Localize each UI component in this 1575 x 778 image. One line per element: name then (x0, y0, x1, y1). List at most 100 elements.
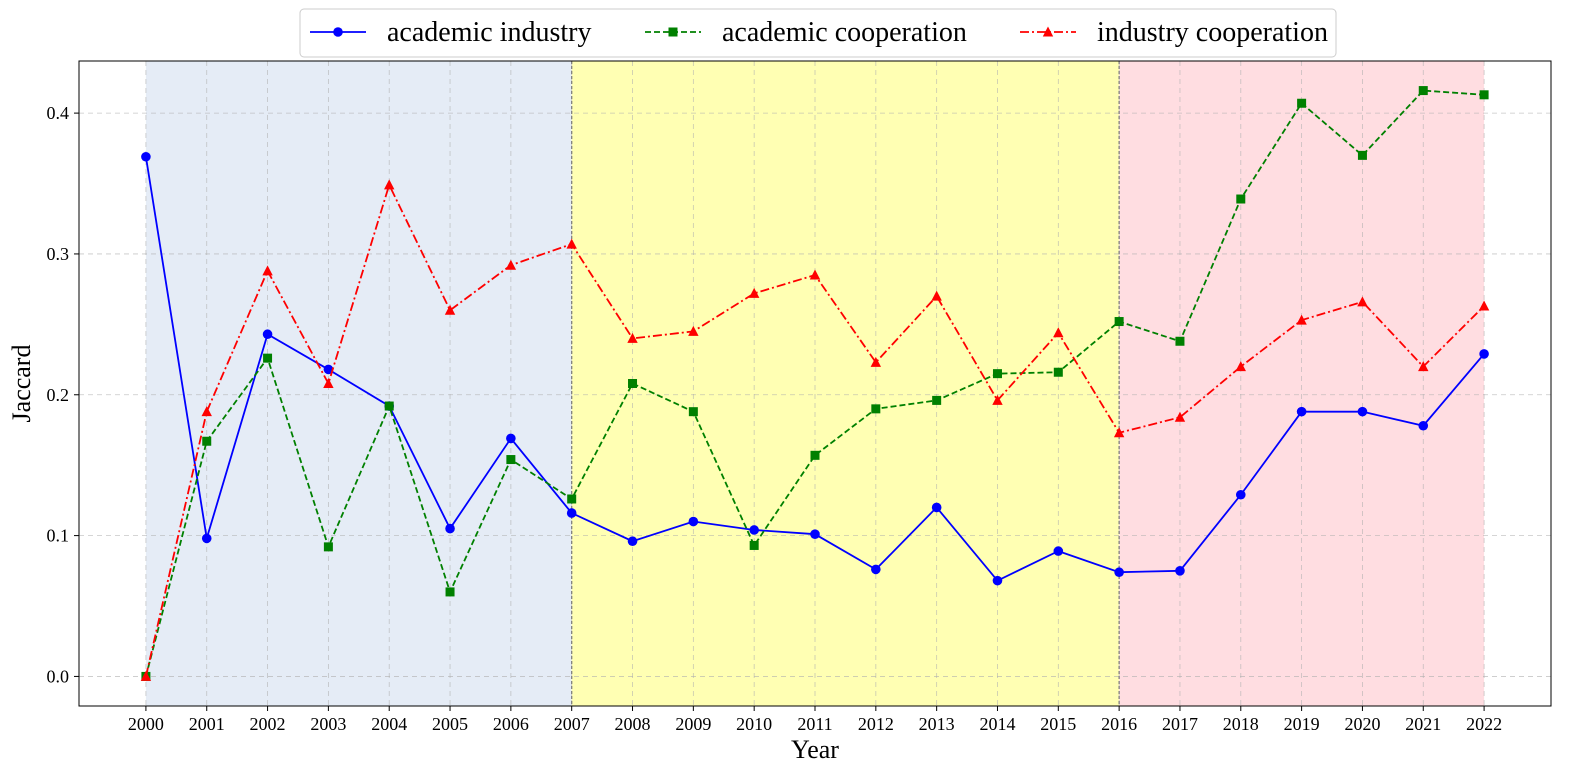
x-tick-label: 2002 (250, 714, 286, 734)
x-axis-label: Year (791, 735, 839, 764)
data-point (1357, 406, 1368, 417)
data-point (1053, 546, 1064, 556)
data-point (992, 394, 1003, 405)
x-tick-label: 2007 (554, 714, 590, 734)
axis-ticks: 2000 2001 2002 2003 2004 2005 2006 2007 2008 2009… (47, 103, 1503, 734)
data-point (1479, 349, 1489, 359)
series-industry-cooperation (140, 179, 1490, 681)
legend: academic industry academic cooperation ind… (299, 8, 1337, 58)
data-point (323, 364, 334, 375)
data-point (323, 378, 334, 388)
x-tick-label: 2022 (1466, 714, 1502, 734)
data-point (1175, 336, 1185, 346)
data-point (1296, 406, 1307, 417)
data-point (992, 369, 1002, 379)
data-point (688, 325, 699, 336)
legend-label-industry-cooperation: industry cooperation (1097, 17, 1328, 48)
x-tick-label: 2008 (615, 714, 651, 734)
x-tick-label: 2021 (1405, 714, 1441, 734)
x-tick-label: 2011 (797, 714, 832, 734)
legend-label-academic-cooperation: academic cooperation (722, 17, 967, 48)
data-point (201, 406, 212, 417)
x-tick-label: 2004 (371, 714, 407, 734)
period-dividers (571, 61, 1120, 706)
data-point (566, 508, 577, 518)
data-point (810, 450, 820, 460)
data-point (1235, 489, 1246, 500)
x-tick-label: 2015 (1040, 714, 1076, 734)
x-tick-label: 2020 (1344, 714, 1380, 734)
data-point (628, 379, 638, 388)
x-tick-label: 2006 (493, 714, 529, 734)
legend-marker-academic-industry (333, 27, 343, 37)
data-point (1114, 567, 1124, 578)
legend-marker-academic-cooperation (668, 27, 678, 37)
data-point (810, 529, 820, 539)
period-band-1 (145, 61, 572, 706)
data-point (445, 587, 455, 597)
x-tick-label: 2012 (858, 714, 894, 734)
data-point (870, 356, 882, 367)
data-point (384, 401, 394, 411)
legend-label-academic-industry: academic industry (387, 17, 591, 48)
data-point (1478, 300, 1490, 311)
y-tick-label: 0.3 (47, 244, 70, 264)
period-band-2 (571, 61, 1120, 706)
data-point (505, 259, 517, 270)
x-tick-label: 2003 (310, 714, 346, 734)
data-point (1053, 367, 1063, 377)
series-line-academic-cooperation (145, 89, 1485, 677)
data-point (749, 525, 759, 535)
legend-box (299, 8, 1337, 58)
x-tick-label: 2017 (1162, 714, 1198, 734)
legend-marker-industry-cooperation (1042, 26, 1054, 37)
x-tick-label: 2000 (128, 714, 164, 734)
data-point (201, 533, 212, 544)
y-tick-label: 0.4 (47, 103, 70, 123)
x-tick-label: 2001 (189, 714, 225, 734)
y-axis-label: Jaccard (7, 345, 36, 423)
data-point (1357, 150, 1367, 160)
data-point (871, 564, 881, 575)
data-point (506, 455, 516, 465)
x-tick-label: 2019 (1284, 714, 1320, 734)
data-point (1357, 296, 1368, 307)
data-point (323, 542, 333, 552)
data-point (202, 436, 212, 446)
data-point (445, 523, 455, 534)
period-band-3 (1119, 61, 1485, 706)
data-point (1418, 86, 1428, 96)
data-point (384, 179, 395, 190)
data-point (809, 269, 821, 280)
data-point (688, 516, 699, 527)
data-point (688, 407, 698, 417)
x-tick-label: 2014 (979, 714, 1015, 734)
x-tick-label: 2010 (736, 714, 772, 734)
data-point (567, 494, 577, 504)
data-point (871, 404, 881, 414)
data-point (1053, 327, 1064, 338)
series-lines (140, 86, 1490, 681)
data-point (1113, 427, 1125, 438)
data-point (1479, 90, 1489, 100)
data-point (931, 502, 942, 513)
x-tick-label: 2005 (432, 714, 468, 734)
data-point (1418, 420, 1429, 431)
x-tick-label: 2009 (675, 714, 711, 734)
data-point (263, 353, 273, 363)
data-point (444, 304, 456, 315)
data-point (749, 540, 759, 550)
data-point (1296, 314, 1307, 325)
data-point (748, 287, 760, 298)
data-point (566, 238, 577, 249)
x-tick-label: 2016 (1101, 714, 1137, 734)
data-point (140, 670, 152, 681)
data-point (1236, 194, 1246, 204)
x-tick-label: 2013 (919, 714, 955, 734)
data-point (1235, 361, 1246, 372)
data-point (506, 433, 516, 444)
y-tick-label: 0.0 (47, 666, 70, 686)
data-point (627, 536, 638, 547)
data-point (1174, 411, 1186, 422)
